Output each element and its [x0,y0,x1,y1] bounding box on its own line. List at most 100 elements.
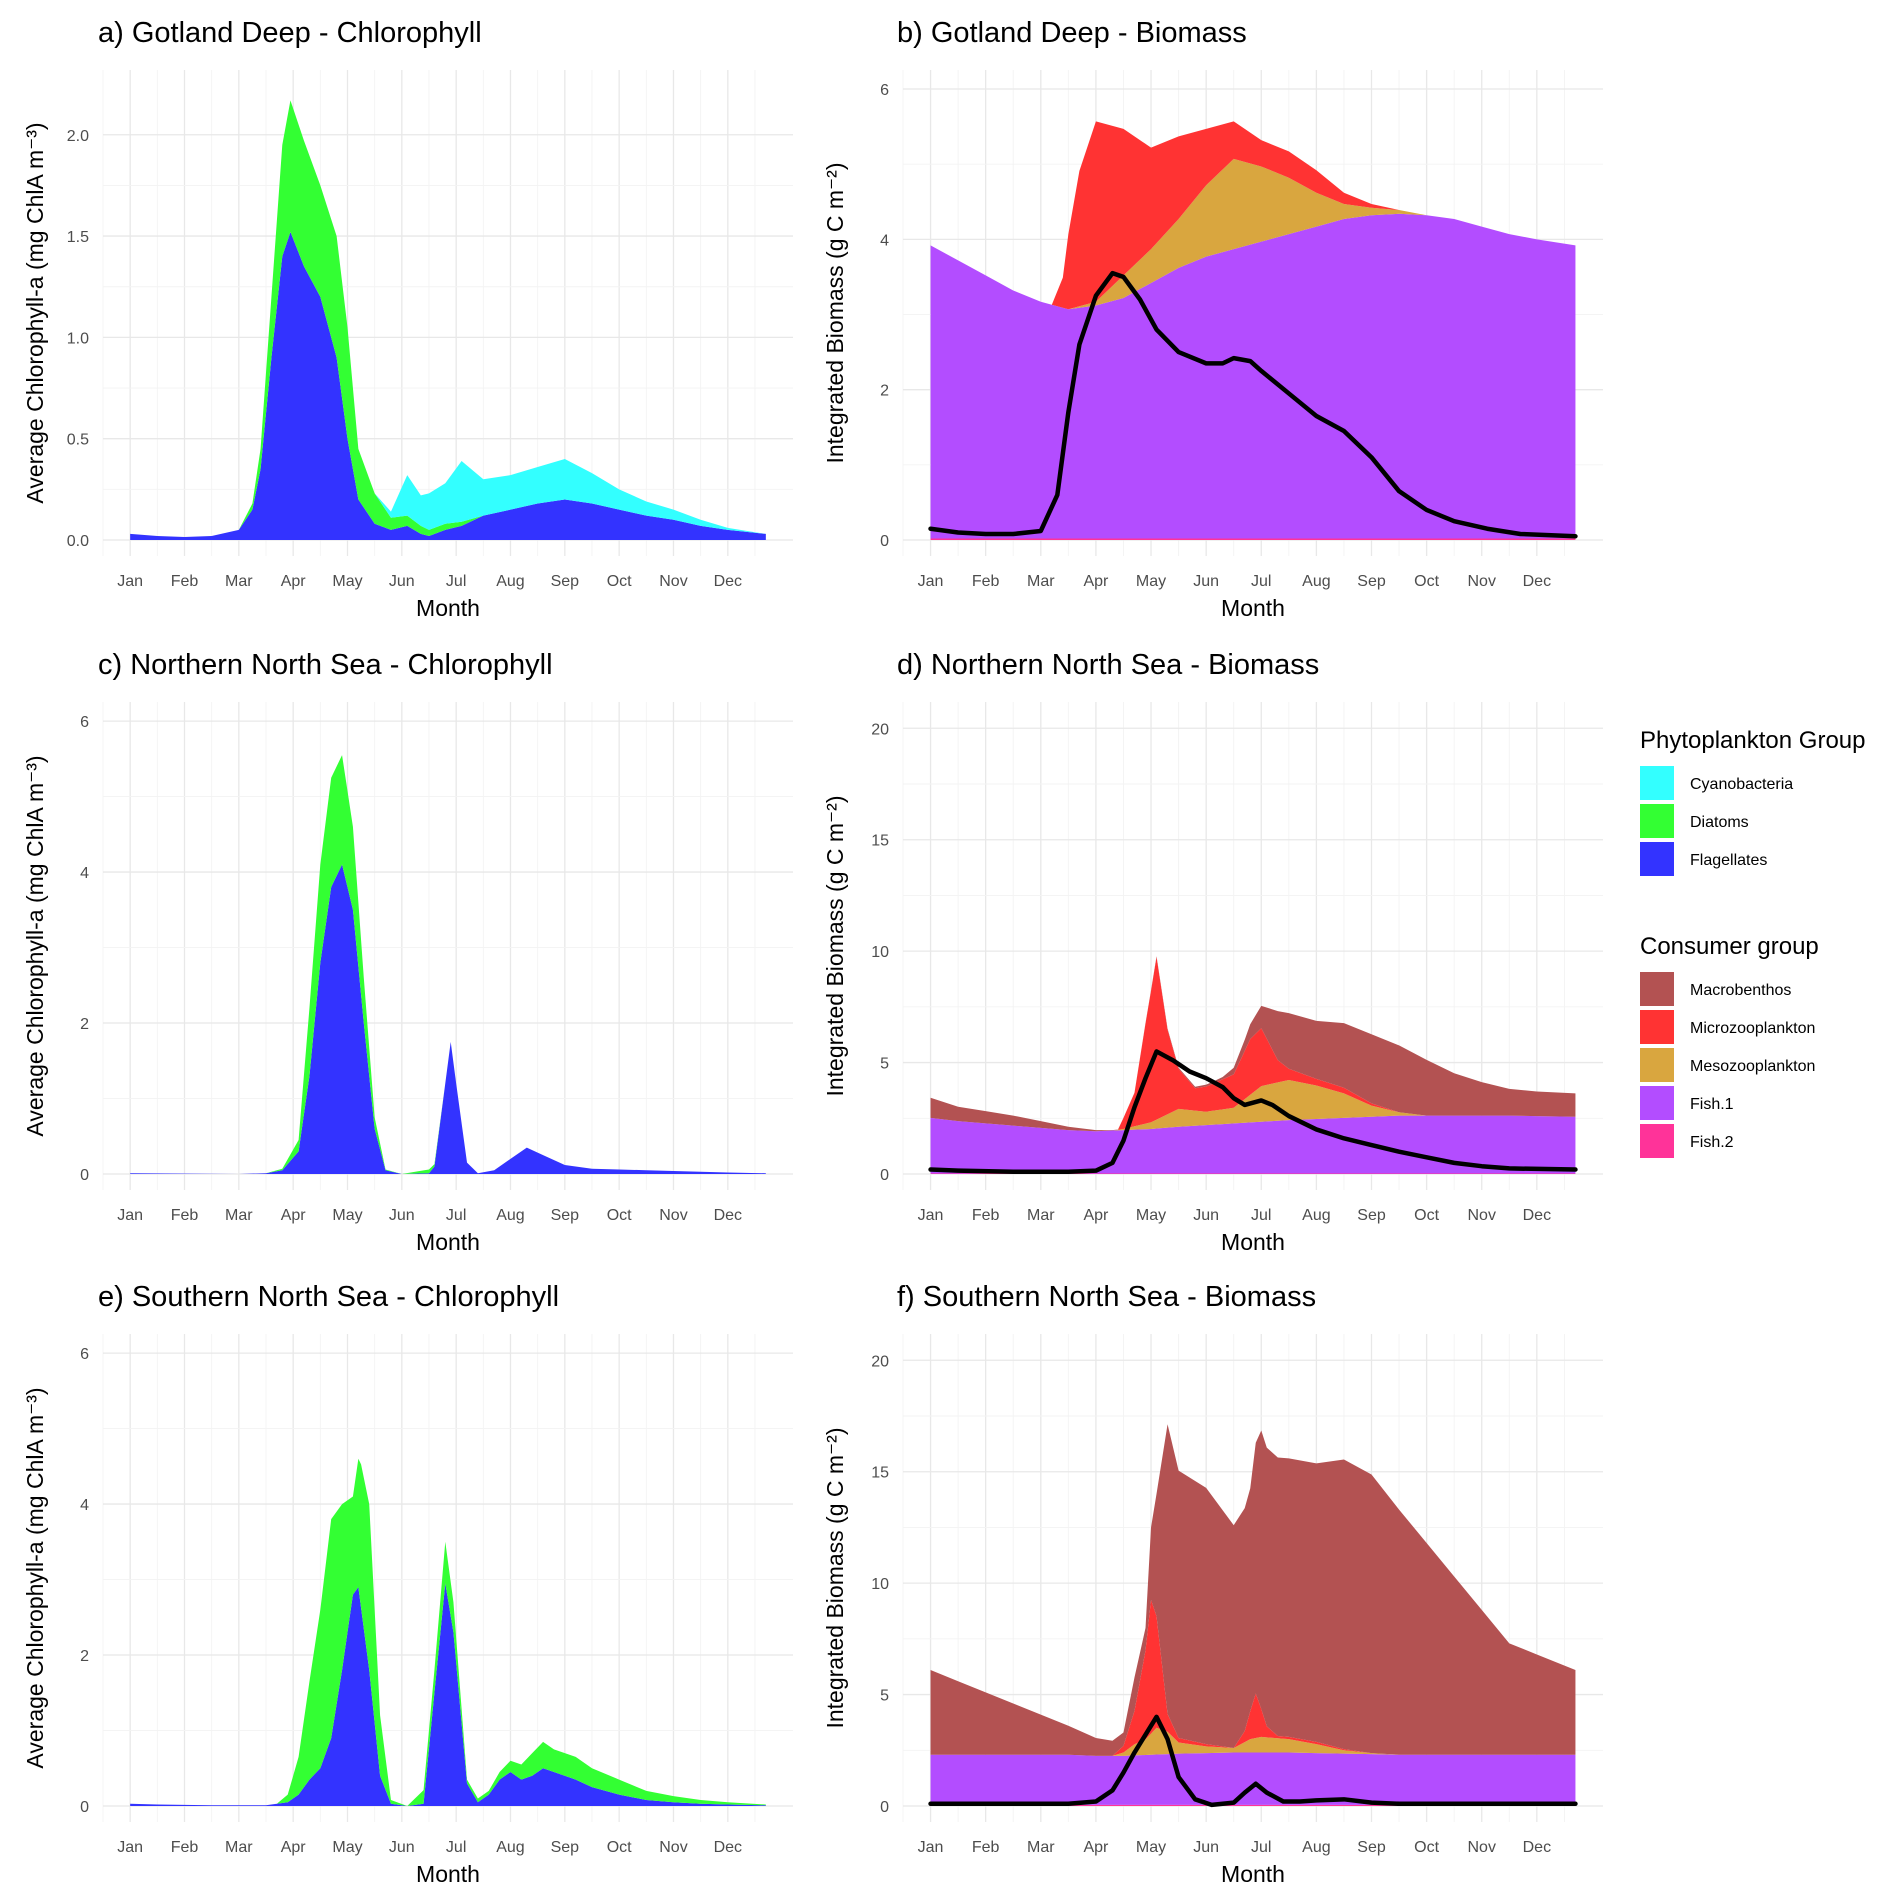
legend-swatch [1640,1124,1674,1158]
x-tick-label: Dec [1523,573,1551,590]
y-tick-label: 4 [880,232,889,249]
x-tick-label: May [332,1839,362,1856]
x-tick-label: Mar [1027,573,1055,590]
legend-label: Flagellates [1690,852,1767,869]
legend-swatch [1640,766,1674,800]
y-tick-label: 6 [80,1346,89,1363]
phytoplankton-total-line [928,270,1578,539]
legend-swatch [1640,804,1674,838]
panel-title: c) Northern North Sea - Chlorophyll [98,649,553,681]
x-tick-label: Dec [714,1207,742,1224]
x-tick-label: Apr [281,1207,307,1224]
x-tick-label: Aug [1302,573,1330,590]
x-tick-label: Jun [389,573,415,590]
y-tick-label: 15 [871,1465,889,1482]
x-tick-label: Nov [659,1839,687,1856]
grid-a [102,70,793,556]
x-tick-label: May [332,1207,362,1224]
y-tick-label: 0 [80,1167,89,1184]
y-tick-label: 0 [80,1799,89,1816]
x-tick-label: Nov [659,573,687,590]
x-tick-label: Dec [714,573,742,590]
x-tick-label: May [332,573,362,590]
x-tick-label: Apr [281,1839,307,1856]
legend-label: Fish.2 [1690,1134,1734,1151]
areas-e [130,1458,766,1806]
x-tick-label: Aug [496,1839,524,1856]
legend-consumer-title: Consumer group [1640,933,1819,960]
x-axis-title: Month [1221,595,1285,621]
y-axis-title: Integrated Biomass (g C m⁻²) [822,162,848,463]
x-tick-label: Sep [551,1839,580,1856]
y-axis-title: Integrated Biomass (g C m⁻²) [822,1427,848,1728]
x-tick-label: Jul [1251,1207,1271,1224]
y-tick-label: 4 [80,1497,89,1514]
area-microzooplankton [930,121,1576,310]
y-axis-title: Integrated Biomass (g C m⁻²) [822,795,848,1096]
x-tick-label: May [1136,1839,1166,1856]
legend-swatch [1640,1048,1674,1082]
x-tick-label: Nov [1468,1207,1496,1224]
x-tick-label: Nov [1468,1839,1496,1856]
area-mesozooplankton [930,1079,1576,1132]
x-tick-label: Jul [446,1207,466,1224]
y-tick-label: 4 [80,865,89,882]
x-tick-label: May [1136,1207,1166,1224]
y-axis-title: Average Chlorophyll-a (mg ChlA m⁻³) [22,1387,48,1768]
x-tick-label: Mar [225,1207,253,1224]
x-tick-label: Sep [551,573,580,590]
x-tick-label: Feb [972,1207,1000,1224]
legend-label: Mesozooplankton [1690,1058,1815,1075]
x-tick-label: Oct [1414,1839,1439,1856]
x-tick-label: Jul [446,573,466,590]
areas-b [930,121,1576,540]
x-tick-label: Apr [1083,573,1109,590]
x-tick-label: Apr [281,573,307,590]
x-tick-label: Feb [171,1207,199,1224]
x-tick-label: Apr [1083,1207,1109,1224]
x-axis-title: Month [416,1229,480,1255]
area-diatoms [130,100,766,537]
panel-b: 0 2 4 6 Jan Feb Mar Apr May Jun Jul Aug Sep Oct Nov Dec… [822,17,1603,621]
y-tick-label: 15 [871,833,889,850]
x-tick-label: Aug [496,573,524,590]
x-tick-label: Jan [117,1207,143,1224]
y-tick-label: 6 [80,714,89,731]
y-tick-label: 1.5 [67,229,89,246]
x-tick-label: Mar [1027,1207,1055,1224]
x-tick-label: Sep [1357,1207,1386,1224]
x-tick-label: Aug [496,1207,524,1224]
x-tick-label: Jan [117,1839,143,1856]
area-fish-2 [930,538,1576,540]
panel-title: d) Northern North Sea - Biomass [897,649,1319,681]
panel-title: b) Gotland Deep - Biomass [897,17,1247,49]
area-cyanobacteria [130,100,766,537]
x-tick-label: Aug [1302,1207,1330,1224]
x-tick-label: Mar [225,573,253,590]
chart-panels: 0.0 0.5 1.0 1.5 2.0 Jan Feb Mar Apr May Jun Jul Aug S… [22,17,1603,1887]
y-axis-title: Average Chlorophyll-a (mg ChlA m⁻³) [22,755,48,1136]
y-tick-label: 6 [880,82,889,99]
x-tick-label: Oct [607,1839,632,1856]
x-tick-label: Jan [918,1839,944,1856]
y-tick-label: 10 [871,944,889,961]
x-tick-label: Jan [918,1207,944,1224]
y-tick-label: 20 [871,1353,889,1370]
x-tick-label: Jul [446,1839,466,1856]
y-tick-label: 0 [880,1799,889,1816]
area-flagellates [130,1583,766,1806]
x-tick-label: Mar [225,1839,253,1856]
legend-swatch [1640,842,1674,876]
legend-swatch [1640,972,1674,1006]
x-tick-label: Apr [1083,1839,1109,1856]
y-tick-label: 2 [80,1648,89,1665]
legend-consumer: Consumer group Macrobenthos Microzooplank… [1640,933,1819,1158]
area-flagellates [130,232,766,540]
panel-title: f) Southern North Sea - Biomass [897,1281,1316,1313]
panel-d: 0 5 10 15 20 Jan Feb Mar Apr May Jun Jul Aug Sep Oct No… [822,649,1603,1255]
area-macrobenthos [930,956,1576,1132]
area-macrobenthos [930,1424,1576,1756]
x-tick-label: Jun [1193,1839,1219,1856]
legend-label: Diatoms [1690,814,1749,831]
panel-a: 0.0 0.5 1.0 1.5 2.0 Jan Feb Mar Apr May Jun Jul Aug S… [22,17,793,621]
